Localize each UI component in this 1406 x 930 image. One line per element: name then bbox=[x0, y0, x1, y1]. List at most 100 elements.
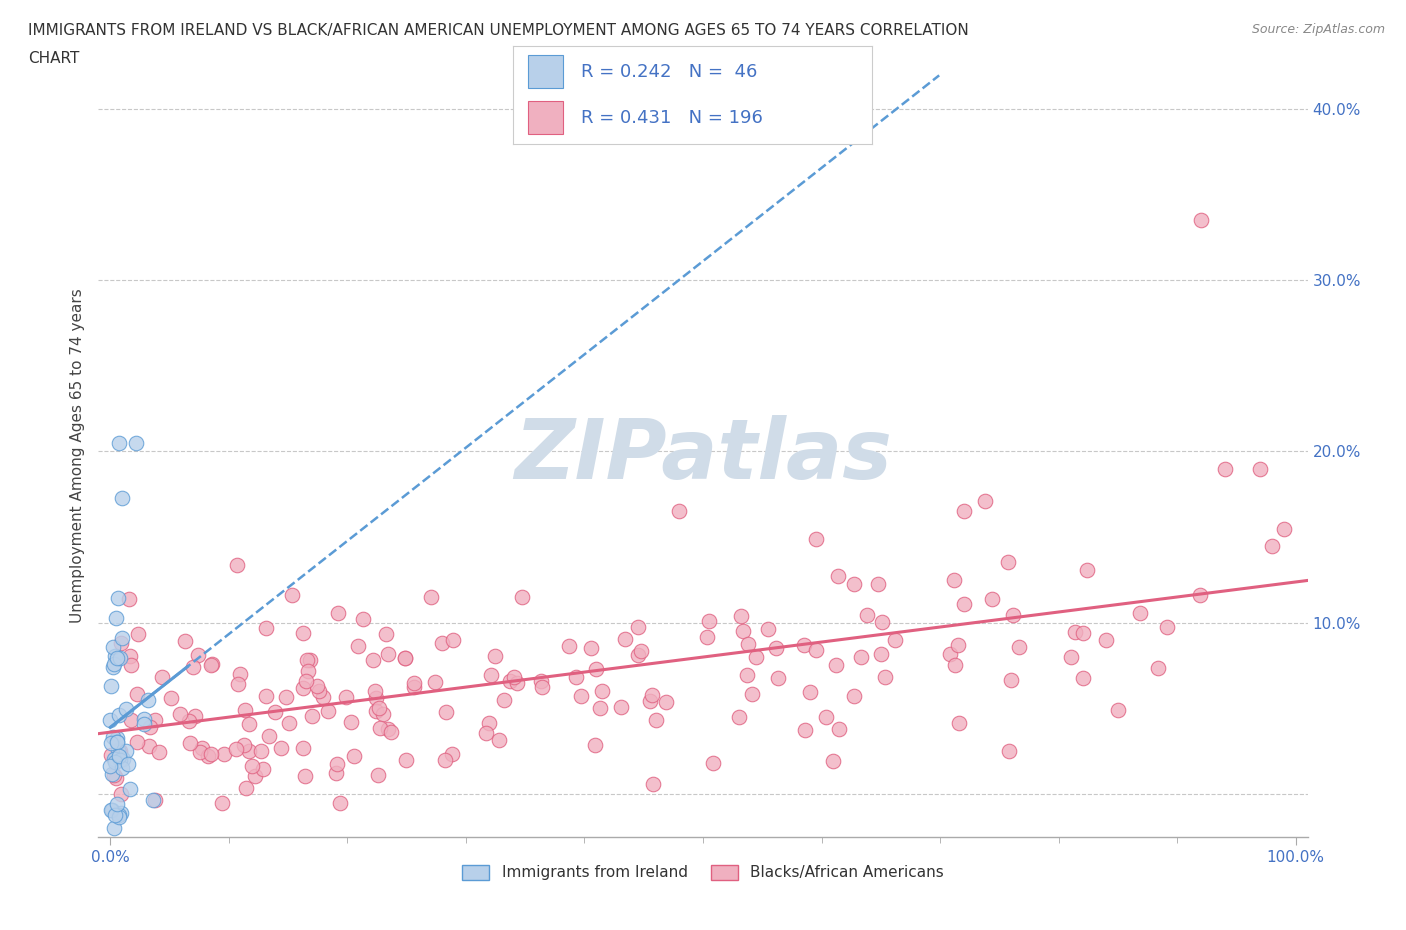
Point bbox=[1129, 605, 1152, 620]
Point bbox=[120, 648, 142, 663]
Point bbox=[138, 692, 160, 707]
Point bbox=[737, 668, 759, 683]
Point bbox=[235, 781, 257, 796]
Point bbox=[108, 809, 131, 824]
Point bbox=[981, 591, 1004, 606]
Point bbox=[292, 740, 315, 755]
Point bbox=[558, 638, 581, 653]
Point bbox=[1147, 660, 1170, 675]
Point bbox=[325, 757, 347, 772]
Point bbox=[105, 796, 128, 811]
Point bbox=[200, 658, 222, 672]
Point bbox=[366, 691, 388, 706]
Point bbox=[655, 695, 678, 710]
Point bbox=[118, 781, 141, 796]
Point bbox=[240, 758, 263, 773]
Point bbox=[104, 752, 127, 767]
Point bbox=[105, 610, 128, 625]
Point bbox=[308, 684, 330, 698]
Point bbox=[108, 807, 131, 822]
Point bbox=[939, 647, 962, 662]
Point bbox=[270, 740, 292, 755]
Point bbox=[1272, 521, 1295, 536]
Point bbox=[233, 703, 256, 718]
Point bbox=[1071, 671, 1094, 685]
Point bbox=[127, 627, 149, 642]
Text: CHART: CHART bbox=[28, 51, 80, 66]
Text: IMMIGRANTS FROM IRELAND VS BLACK/AFRICAN AMERICAN UNEMPLOYMENT AMONG AGES 65 TO : IMMIGRANTS FROM IRELAND VS BLACK/AFRICAN… bbox=[28, 23, 969, 38]
Point bbox=[181, 660, 204, 675]
Point bbox=[420, 590, 443, 604]
Point bbox=[107, 435, 129, 450]
Point bbox=[1002, 608, 1025, 623]
Point bbox=[530, 673, 553, 688]
Point bbox=[591, 684, 613, 698]
Point bbox=[252, 762, 274, 777]
Point bbox=[583, 737, 606, 752]
Point bbox=[343, 749, 366, 764]
Point bbox=[404, 675, 426, 690]
Point bbox=[827, 569, 849, 584]
Point bbox=[702, 755, 724, 770]
Point bbox=[169, 706, 191, 721]
Point bbox=[974, 494, 997, 509]
Point bbox=[1000, 672, 1022, 687]
Point bbox=[425, 674, 447, 689]
Point bbox=[377, 722, 399, 737]
Point bbox=[352, 612, 374, 627]
Point bbox=[1108, 702, 1130, 717]
Point bbox=[150, 669, 173, 684]
Point bbox=[434, 752, 457, 767]
Point bbox=[872, 615, 894, 630]
Point bbox=[375, 627, 398, 642]
Point bbox=[179, 736, 201, 751]
Point bbox=[103, 730, 125, 745]
Point bbox=[948, 716, 970, 731]
Point bbox=[177, 713, 200, 728]
Point bbox=[105, 730, 128, 745]
Point bbox=[238, 716, 260, 731]
Point bbox=[101, 640, 124, 655]
Point bbox=[347, 639, 370, 654]
Text: R = 0.242   N =  46: R = 0.242 N = 46 bbox=[581, 63, 758, 81]
Point bbox=[138, 738, 160, 753]
Point bbox=[804, 532, 827, 547]
Point bbox=[638, 694, 661, 709]
Point bbox=[506, 675, 529, 690]
Point bbox=[305, 678, 328, 693]
Point bbox=[298, 653, 321, 668]
Point bbox=[765, 640, 787, 655]
Point bbox=[257, 728, 280, 743]
Point bbox=[394, 651, 416, 666]
Point bbox=[441, 632, 464, 647]
Point bbox=[110, 743, 132, 758]
Point bbox=[108, 747, 131, 762]
Point bbox=[696, 630, 718, 644]
Point bbox=[823, 753, 845, 768]
Point bbox=[160, 691, 183, 706]
Point bbox=[475, 725, 498, 740]
Point bbox=[478, 715, 501, 730]
Point bbox=[291, 681, 314, 696]
Point bbox=[174, 633, 197, 648]
Point bbox=[1071, 626, 1094, 641]
Point bbox=[143, 792, 166, 807]
Legend: Immigrants from Ireland, Blacks/African Americans: Immigrants from Ireland, Blacks/African … bbox=[456, 858, 950, 886]
Point bbox=[380, 724, 402, 739]
Point bbox=[274, 690, 297, 705]
Point bbox=[188, 745, 211, 760]
Point bbox=[371, 707, 394, 722]
Point bbox=[118, 591, 141, 606]
Point bbox=[98, 713, 121, 728]
Point bbox=[1059, 649, 1081, 664]
Point bbox=[484, 649, 506, 664]
Point bbox=[367, 768, 389, 783]
Point bbox=[225, 741, 247, 756]
Point bbox=[499, 674, 522, 689]
Point bbox=[870, 646, 893, 661]
Point bbox=[134, 716, 156, 731]
Point bbox=[100, 759, 122, 774]
FancyBboxPatch shape bbox=[527, 101, 564, 135]
Point bbox=[643, 777, 665, 791]
Point bbox=[226, 677, 249, 692]
